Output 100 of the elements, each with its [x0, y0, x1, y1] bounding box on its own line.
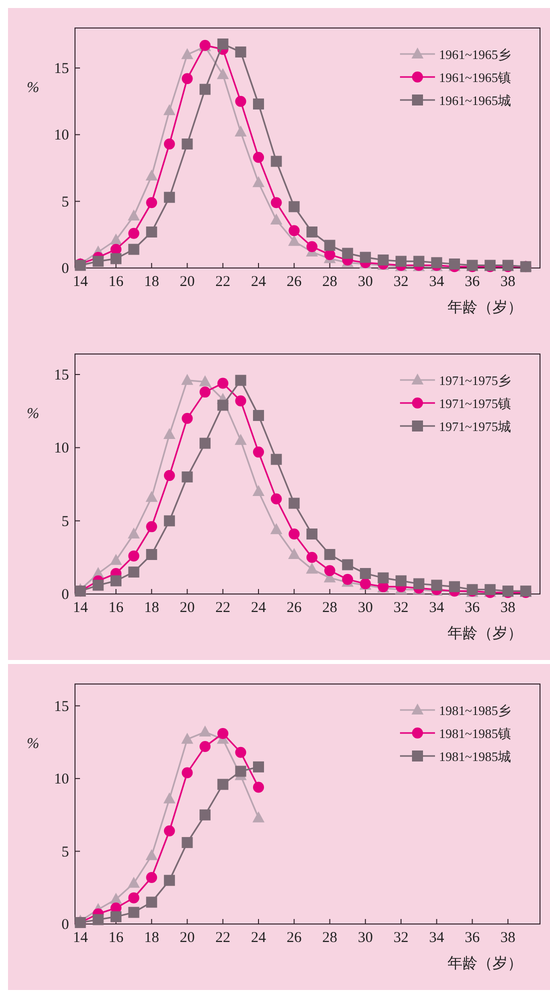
- x-tick-label: 32: [394, 274, 409, 290]
- y-tick-label: 10: [54, 440, 69, 457]
- legend-label: 1981~1985城: [439, 749, 512, 764]
- point: [253, 446, 264, 458]
- point: [181, 732, 194, 744]
- point: [235, 46, 246, 58]
- point: [163, 428, 176, 439]
- x-tick-label: 16: [108, 274, 124, 290]
- point: [128, 892, 140, 904]
- x-tick-label: 34: [429, 274, 445, 290]
- x-tick-label: 26: [286, 930, 302, 946]
- point: [324, 565, 336, 576]
- point: [182, 412, 193, 424]
- x-tick-label: 14: [72, 930, 88, 946]
- point: [360, 252, 371, 263]
- point: [360, 568, 371, 580]
- point: [324, 548, 336, 560]
- point: [253, 98, 264, 110]
- x-axis-title: 年龄（岁）: [448, 955, 522, 972]
- point: [288, 528, 300, 540]
- point: [448, 581, 460, 592]
- point: [146, 226, 158, 238]
- x-tick-label: 18: [144, 274, 160, 290]
- point: [342, 559, 354, 570]
- y-tick-label: 0: [62, 587, 69, 603]
- point: [306, 226, 318, 238]
- point: [270, 523, 282, 534]
- x-tick-label: 36: [464, 930, 480, 946]
- y-tick-label: 10: [54, 128, 69, 144]
- point: [199, 726, 212, 736]
- point: [396, 256, 407, 267]
- x-tick-label: 18: [144, 930, 160, 946]
- point: [217, 378, 228, 389]
- point: [128, 228, 140, 239]
- point: [235, 374, 246, 386]
- point: [217, 400, 228, 411]
- legend-label: 1971~1975城: [439, 419, 512, 434]
- point: [234, 126, 247, 136]
- point: [110, 575, 122, 586]
- x-tick-label: 26: [286, 600, 302, 616]
- point: [288, 234, 300, 246]
- point: [146, 197, 158, 208]
- point: [164, 874, 175, 886]
- point: [200, 84, 211, 95]
- point: [182, 767, 193, 778]
- point: [306, 528, 318, 540]
- point: [431, 257, 442, 268]
- y-tick-label: 10: [54, 772, 69, 788]
- point: [413, 578, 424, 590]
- point: [146, 170, 158, 180]
- point: [110, 253, 122, 264]
- x-tick-label: 20: [180, 600, 195, 616]
- point: [235, 395, 246, 406]
- point: [92, 580, 104, 591]
- legend-label: 1971~1975镇: [439, 396, 512, 411]
- point: [128, 244, 140, 255]
- x-axis-title: 年龄（岁）: [448, 299, 522, 316]
- legend-label: 1971~1975乡: [439, 373, 512, 388]
- y-tick-label: 15: [54, 61, 69, 77]
- point: [92, 914, 104, 926]
- point: [342, 248, 354, 259]
- point: [216, 68, 229, 80]
- point: [200, 809, 211, 820]
- point: [217, 728, 228, 739]
- x-tick-label: 32: [394, 600, 409, 616]
- x-tick-label: 38: [500, 600, 516, 616]
- point: [253, 761, 264, 772]
- point: [288, 498, 300, 509]
- y-tick-label: 5: [62, 844, 69, 860]
- point: [431, 580, 442, 591]
- x-tick-label: 30: [358, 930, 373, 946]
- x-tick-label: 36: [464, 600, 480, 616]
- y-tick-label: 0: [62, 261, 69, 277]
- point: [128, 876, 140, 888]
- point: [252, 176, 265, 188]
- x-tick-label: 34: [429, 930, 445, 946]
- x-tick-label: 14: [72, 600, 88, 616]
- y-tick-label: 0: [62, 917, 69, 933]
- legend-label: 1961~1965乡: [439, 47, 512, 62]
- point: [163, 792, 176, 804]
- point: [181, 374, 194, 385]
- point: [146, 896, 158, 908]
- point: [396, 575, 407, 586]
- point: [288, 548, 300, 559]
- y-tick-label: 5: [62, 194, 69, 210]
- point: [181, 48, 194, 60]
- point: [306, 241, 318, 252]
- x-tick-label: 28: [322, 600, 338, 616]
- y-axis-title: %: [26, 406, 40, 422]
- x-tick-label: 24: [251, 930, 267, 946]
- point: [146, 872, 158, 883]
- point: [182, 73, 193, 84]
- x-tick-label: 22: [215, 930, 230, 946]
- x-tick-label: 28: [322, 930, 338, 946]
- point: [110, 554, 122, 565]
- point: [378, 254, 389, 266]
- x-tick-label: 16: [108, 930, 124, 946]
- point: [146, 548, 158, 560]
- point: [235, 96, 246, 107]
- y-axis-title: %: [26, 80, 40, 96]
